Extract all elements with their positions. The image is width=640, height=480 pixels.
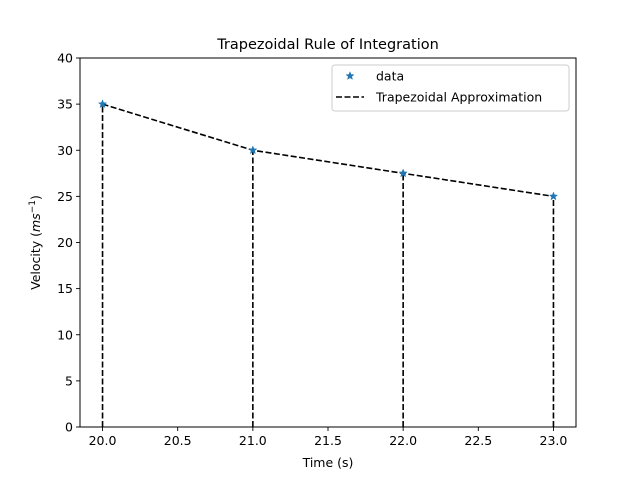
legend: data Trapezoidal Approximation [331,64,570,112]
x-tick-label: 23.0 [540,433,568,448]
data-point-marker [97,99,108,109]
y-tick-label: 0 [65,420,73,435]
x-tick-label: 20.5 [164,433,192,448]
y-axis-label-units: ms [28,213,43,232]
x-tick-label: 20.0 [89,433,117,448]
y-tick-label: 25 [57,189,73,204]
data-point-marker [548,191,559,201]
legend-label: Trapezoidal Approximation [375,90,542,105]
data-point-marker [248,145,258,155]
x-tick-label: 21.5 [314,433,342,448]
y-tick-label: 40 [57,51,73,66]
y-tick-label: 20 [57,235,73,250]
data-series [97,99,559,201]
legend-data-marker [345,71,355,80]
y-tick-label: 35 [57,97,73,112]
trapezoid-top-line [102,103,554,198]
y-axis-label-suffix: ) [28,195,43,200]
legend-label: data [376,69,404,84]
plot-area [97,99,559,427]
y-tick-label: 15 [57,281,73,296]
trapezoid-series [101,103,555,427]
x-axis-label: Time (s) [302,455,354,470]
axis-ticks: 20.0 20.5 21.0 21.5 22.0 22.5 23.0 0 5 10 15 20 25 30… [57,51,567,449]
x-tick-label: 22.5 [464,433,492,448]
x-tick-label: 22.0 [389,433,417,448]
y-axis-label-prefix: Velocity ( [28,232,43,290]
y-tick-label: 5 [65,373,73,388]
y-axis-label-exponent: −1 [28,200,38,213]
y-axis-label: Velocity (ms−1) [28,195,43,290]
y-tick-label: 10 [57,327,73,342]
legend-box [331,64,570,112]
data-point-marker [398,168,408,178]
x-tick-label: 21.0 [239,433,267,448]
chart-title: Trapezoidal Rule of Integration [216,37,439,53]
y-tick-label: 30 [57,143,73,158]
